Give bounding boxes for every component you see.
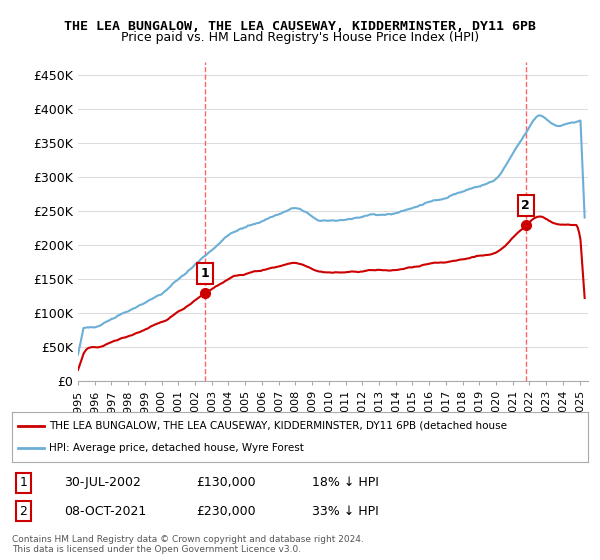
Text: 30-JUL-2002: 30-JUL-2002 xyxy=(64,477,141,489)
Text: £130,000: £130,000 xyxy=(196,477,256,489)
Text: Contains HM Land Registry data © Crown copyright and database right 2024.
This d: Contains HM Land Registry data © Crown c… xyxy=(12,535,364,554)
Text: THE LEA BUNGALOW, THE LEA CAUSEWAY, KIDDERMINSTER, DY11 6PB (detached house: THE LEA BUNGALOW, THE LEA CAUSEWAY, KIDD… xyxy=(49,421,508,431)
Text: 1: 1 xyxy=(200,267,209,280)
Text: Price paid vs. HM Land Registry's House Price Index (HPI): Price paid vs. HM Land Registry's House … xyxy=(121,31,479,44)
Text: THE LEA BUNGALOW, THE LEA CAUSEWAY, KIDDERMINSTER, DY11 6PB: THE LEA BUNGALOW, THE LEA CAUSEWAY, KIDD… xyxy=(64,20,536,32)
Text: 2: 2 xyxy=(521,199,530,212)
Text: 08-OCT-2021: 08-OCT-2021 xyxy=(64,505,146,517)
Text: HPI: Average price, detached house, Wyre Forest: HPI: Average price, detached house, Wyre… xyxy=(49,443,304,453)
Text: 1: 1 xyxy=(20,477,28,489)
Text: 2: 2 xyxy=(20,505,28,517)
Text: 33% ↓ HPI: 33% ↓ HPI xyxy=(311,505,378,517)
Text: 18% ↓ HPI: 18% ↓ HPI xyxy=(311,477,379,489)
Text: £230,000: £230,000 xyxy=(196,505,256,517)
